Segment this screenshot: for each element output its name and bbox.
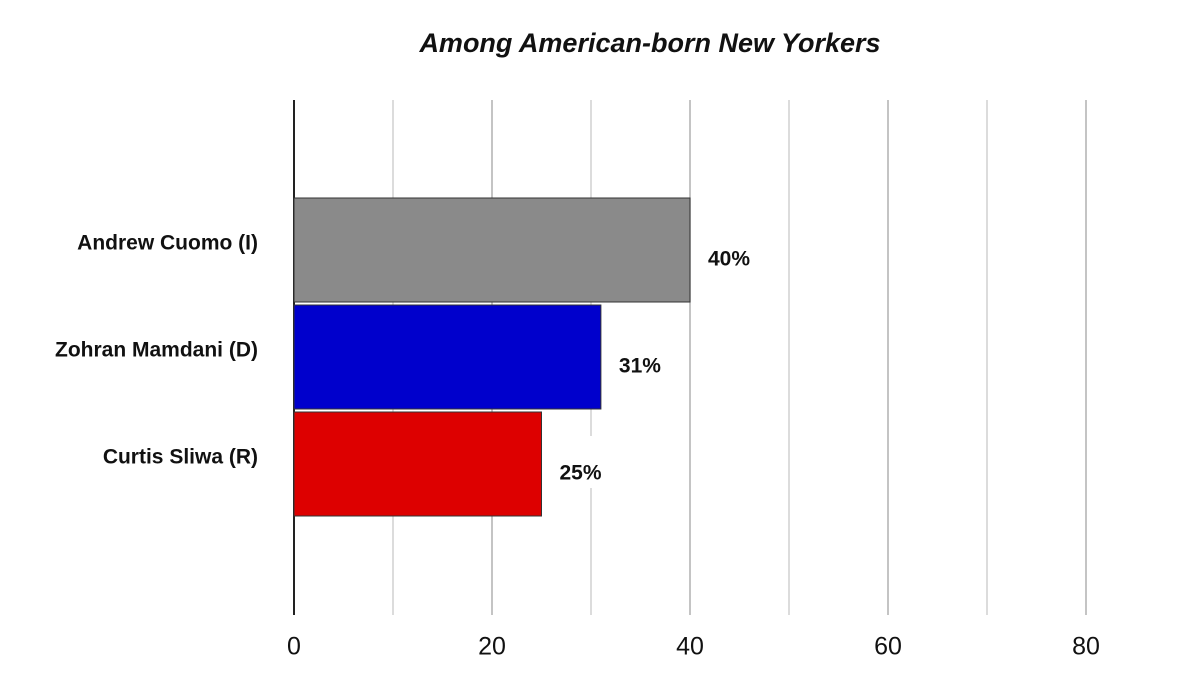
x-tick-label: 60 [874,633,902,661]
value-label-bg [605,329,686,381]
x-tick-label: 40 [676,633,704,661]
bar [293,411,542,517]
bar [293,304,602,410]
x-tick-label: 0 [287,633,301,661]
x-tick-label: 80 [1072,633,1100,661]
value-label-bg [546,436,627,488]
y-tick-label: Zohran Mamdani (D) [55,339,258,362]
bar [293,197,691,303]
chart-title: Among American-born New Yorkers [418,28,880,58]
value-label: 31% [619,355,661,378]
y-tick-label: Andrew Cuomo (I) [77,232,258,255]
value-label: 25% [560,462,602,485]
y-tick-label: Curtis Sliwa (R) [103,446,258,469]
value-label-bg [695,222,775,274]
x-tick-label: 20 [478,633,506,661]
value-label: 40% [708,248,750,271]
